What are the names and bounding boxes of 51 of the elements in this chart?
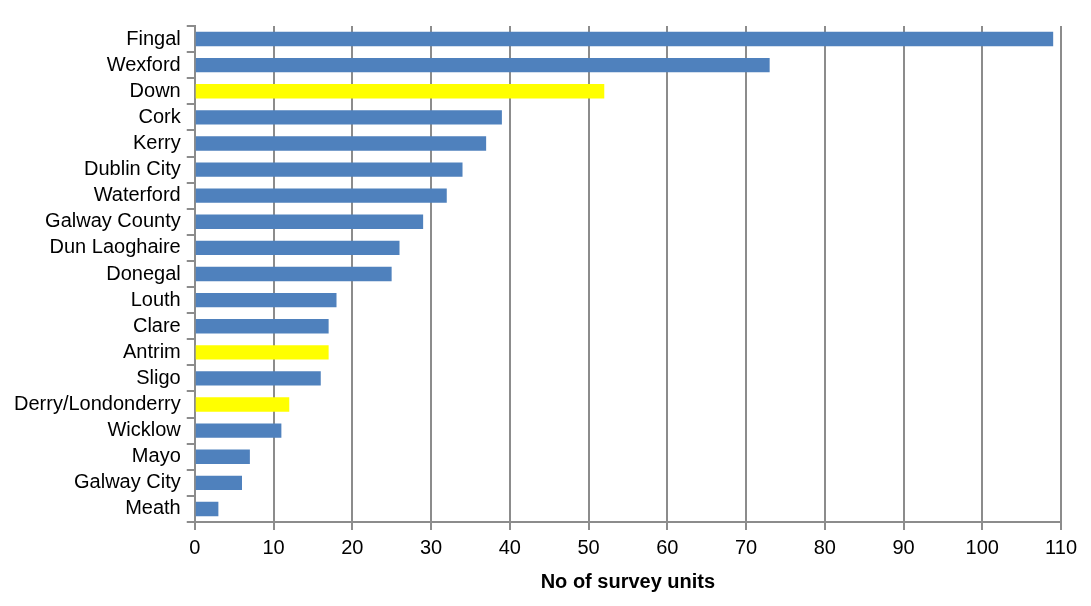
- x-tick-label: 0: [189, 535, 201, 558]
- y-tick-label: Wicklow: [107, 418, 182, 441]
- y-tick-label: Louth: [130, 287, 181, 310]
- y-tick-label: Sligo: [136, 365, 181, 388]
- bar: [195, 57, 770, 73]
- bar: [195, 371, 321, 386]
- y-tick-label: Antrim: [122, 339, 181, 362]
- x-tick-label: 60: [656, 535, 679, 558]
- y-tick-label: Donegal: [106, 261, 181, 284]
- bar: [195, 423, 282, 438]
- bar: [195, 292, 337, 308]
- bar: [195, 449, 250, 464]
- y-tick-label: Wexford: [106, 52, 181, 75]
- bar: [195, 501, 219, 517]
- bar: [195, 266, 392, 282]
- bar: [195, 345, 329, 360]
- y-tick-label: Fingal: [126, 26, 181, 49]
- x-tick-label: 50: [577, 535, 600, 558]
- bar: [195, 397, 290, 412]
- y-tick-label: Mayo: [131, 444, 181, 467]
- y-tick-label: Meath: [125, 496, 181, 519]
- bar: [195, 31, 1054, 47]
- x-tick-label: 20: [341, 535, 364, 558]
- y-tick-label: Galway County: [45, 209, 181, 232]
- bar: [195, 475, 242, 491]
- x-axis-title: No of survey units: [540, 569, 716, 592]
- y-tick-label: Waterford: [93, 183, 181, 206]
- bar: [195, 319, 329, 334]
- bar: [195, 162, 463, 177]
- y-tick-label: Derry/Londonderry: [14, 392, 181, 415]
- bar: [195, 136, 487, 151]
- x-tick-label: 70: [734, 535, 758, 558]
- x-tick-label: 10: [262, 535, 285, 558]
- y-tick-label: Dun Laoghaire: [49, 235, 181, 258]
- y-tick-label: Dublin City: [84, 157, 181, 180]
- bar: [195, 188, 447, 203]
- x-tick-label: 40: [498, 535, 521, 558]
- x-tick-label: 90: [892, 535, 915, 558]
- x-tick-label: 30: [419, 535, 443, 558]
- x-tick-label: 110: [1045, 535, 1077, 558]
- y-tick-label: Galway City: [74, 470, 181, 493]
- y-tick-label: Kerry: [132, 130, 181, 153]
- bar: [195, 240, 400, 256]
- x-tick-label: 80: [813, 535, 836, 558]
- bar: [195, 214, 424, 229]
- x-tick-label: 100: [965, 535, 999, 558]
- y-tick-label: Cork: [138, 104, 182, 127]
- bar: [195, 84, 605, 99]
- bar: [195, 110, 502, 125]
- y-tick-label: Down: [129, 78, 181, 101]
- y-tick-label: Clare: [132, 313, 181, 336]
